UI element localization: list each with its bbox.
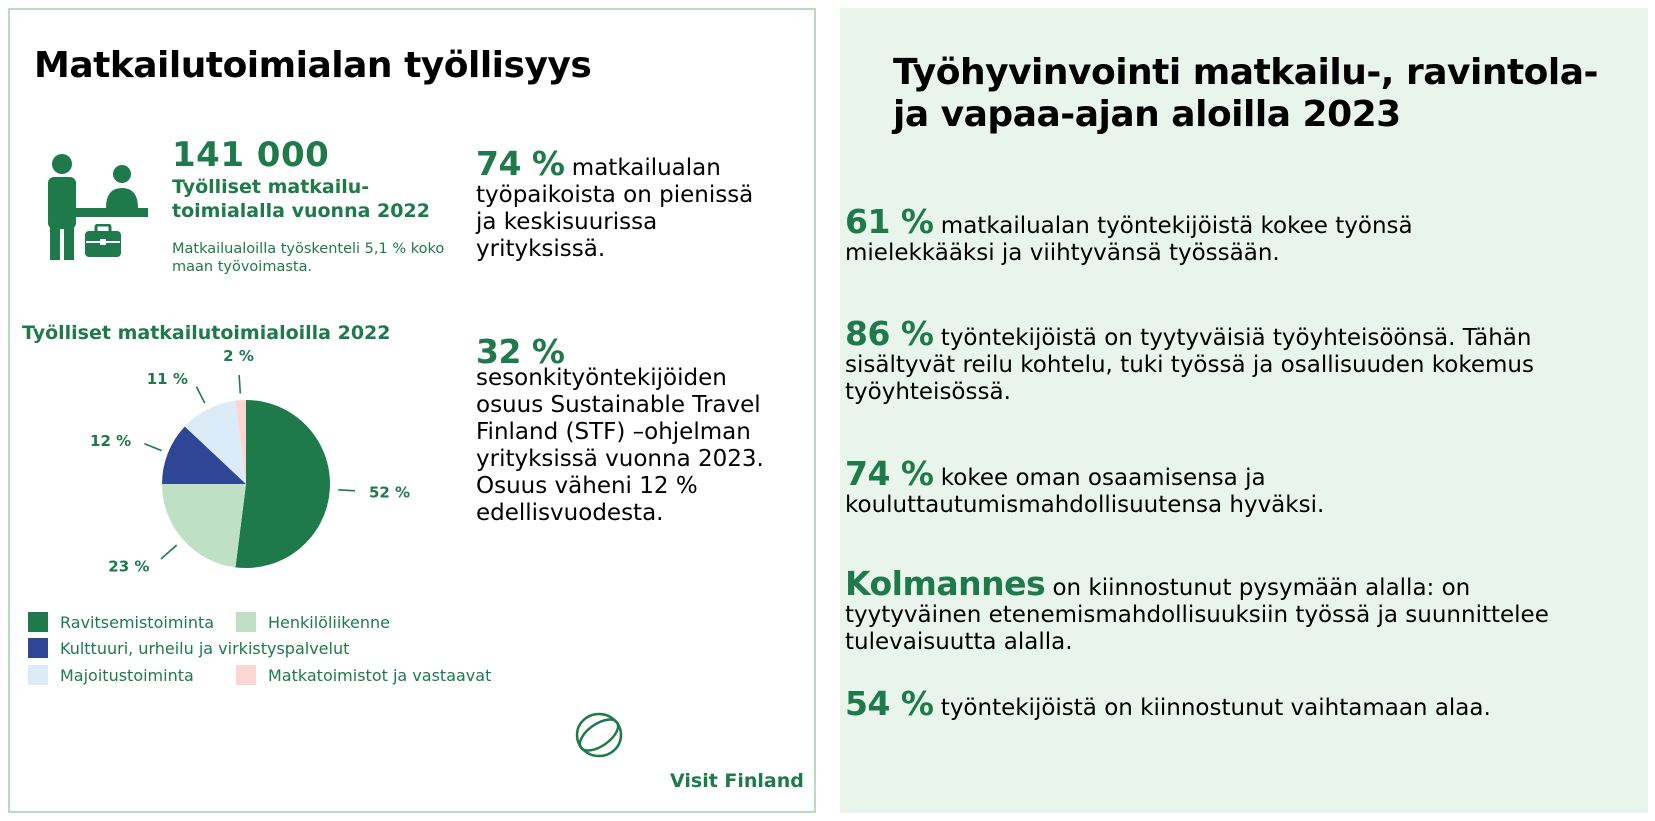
pie-data-label: 2 %: [223, 347, 254, 365]
wellbeing-stat-stay: Kolmannes on kiinnostunut pysymään alall…: [845, 567, 1565, 656]
stat-text: työntekijöistä on kiinnostunut vaihtamaa…: [933, 695, 1491, 721]
stat-seasonal-workers: 32 % sesonkityöntekijöiden osuus Sustain…: [476, 332, 776, 527]
pie-slice-majoitustoiminta: [184, 400, 246, 484]
legend-label: Henkilöliikenne: [268, 612, 390, 632]
stat-percent: 54 %: [845, 684, 934, 723]
legend-item-ravitsemistoiminta: Ravitsemistoiminta: [28, 612, 214, 632]
employment-label: Työlliset matkailu-toimialalla vuonna 20…: [172, 176, 430, 222]
chart-title: Työlliset matkailutoimialoilla 2022: [22, 322, 391, 344]
pie-data-label: 12 %: [90, 432, 131, 450]
stat-text: on kiinnostunut pysymään alalla: on tyyt…: [845, 575, 1549, 655]
legend-swatch: [236, 612, 256, 632]
wellbeing-stat-change: 54 % työntekijöistä on kiinnostunut vaih…: [845, 687, 1565, 722]
pie-leader-line: [238, 374, 242, 394]
legend-swatch: [28, 665, 48, 685]
left-title: Matkailutoimialan työllisyys: [34, 45, 592, 86]
pie-slice-henkiloliikenne: [162, 484, 246, 568]
pie-chart: 52 % 23 % 12 % 11 % 2 %: [90, 347, 410, 576]
legend-item-matkatoimistot-ja-vastaavat: Matkatoimistot ja vastaavat: [236, 665, 491, 685]
legend-label: Kulttuuri, urheilu ja virkistyspalvelut: [60, 638, 350, 658]
legend-label: Majoitustoiminta: [60, 665, 194, 685]
stat-text: matkailualan työpaikoista on pienissä ja…: [476, 155, 754, 262]
legend-swatch: [236, 665, 256, 685]
stat-percent: 32 %: [476, 332, 565, 371]
stat-text: sesonkityöntekijöiden osuus Sustainable …: [476, 365, 764, 526]
stat-text: kokee oman osaamisensa ja kouluttautumis…: [845, 465, 1325, 518]
legend-item-henkiloliikenne: Henkilöliikenne: [236, 612, 390, 632]
visit-finland-logo-icon: [575, 712, 623, 758]
wellbeing-panel: [840, 8, 1648, 813]
pie-slice-matkatoimistot-ja-vastaavat: [235, 400, 246, 484]
legend-swatch: [28, 612, 48, 632]
employment-count: 141 000: [172, 135, 330, 175]
pie-leader-line: [195, 386, 206, 404]
pie-leader-line: [338, 489, 356, 492]
legend-item-majoitustoiminta: Majoitustoiminta: [28, 665, 194, 685]
legend-label: Ravitsemistoiminta: [60, 612, 215, 632]
stat-text: työntekijöistä on tyytyväisiä työyhteisö…: [845, 325, 1534, 405]
legend-label: Matkatoimistot ja vastaavat: [268, 665, 492, 685]
wellbeing-stat-community: 86 % työntekijöistä on tyytyväisiä työyh…: [845, 317, 1565, 406]
pie-data-label: 52 %: [369, 483, 410, 501]
legend-swatch: [28, 638, 48, 658]
stat-percent: Kolmannes: [845, 564, 1046, 603]
briefcase-icon: [85, 224, 121, 257]
wellbeing-stat-meaningful: 61 % matkailualan työntekijöistä kokee t…: [845, 205, 1565, 267]
stat-text: matkailualan työntekijöistä kokee työnsä…: [845, 213, 1413, 266]
pie-leader-line: [160, 544, 178, 560]
worker-at-desk-icon: [48, 154, 148, 260]
legend-item-kulttuuri-urheilu-ja-virkistyspalvelut: Kulttuuri, urheilu ja virkistyspalvelut: [28, 638, 349, 658]
stat-percent: 86 %: [845, 314, 934, 353]
pie-slice-ravitsemistoiminta: [235, 400, 330, 568]
pie-leader-line: [144, 443, 162, 452]
employment-subtext: Matkailualoilla työskenteli 5,1 % koko m…: [172, 241, 445, 275]
pie-data-label: 11 %: [147, 370, 188, 388]
wellbeing-stat-skills: 74 % kokee oman osaamisensa ja kouluttau…: [845, 457, 1565, 519]
stat-percent: 74 %: [476, 144, 565, 183]
stat-small-companies: 74 % matkailualan työpaikoista on pienis…: [476, 147, 766, 263]
stat-percent: 61 %: [845, 202, 934, 241]
pie-slice-kulttuuri-urheilu-ja-virkistyspalvelut: [162, 426, 246, 484]
visit-finland-logo-text: Visit Finland: [670, 770, 804, 792]
stat-percent: 74 %: [845, 454, 934, 493]
right-title: Työhyvinvointi matkailu-, ravintola- ja …: [893, 52, 1598, 135]
employment-panel: [8, 8, 816, 813]
pie-data-label: 23 %: [108, 558, 149, 576]
